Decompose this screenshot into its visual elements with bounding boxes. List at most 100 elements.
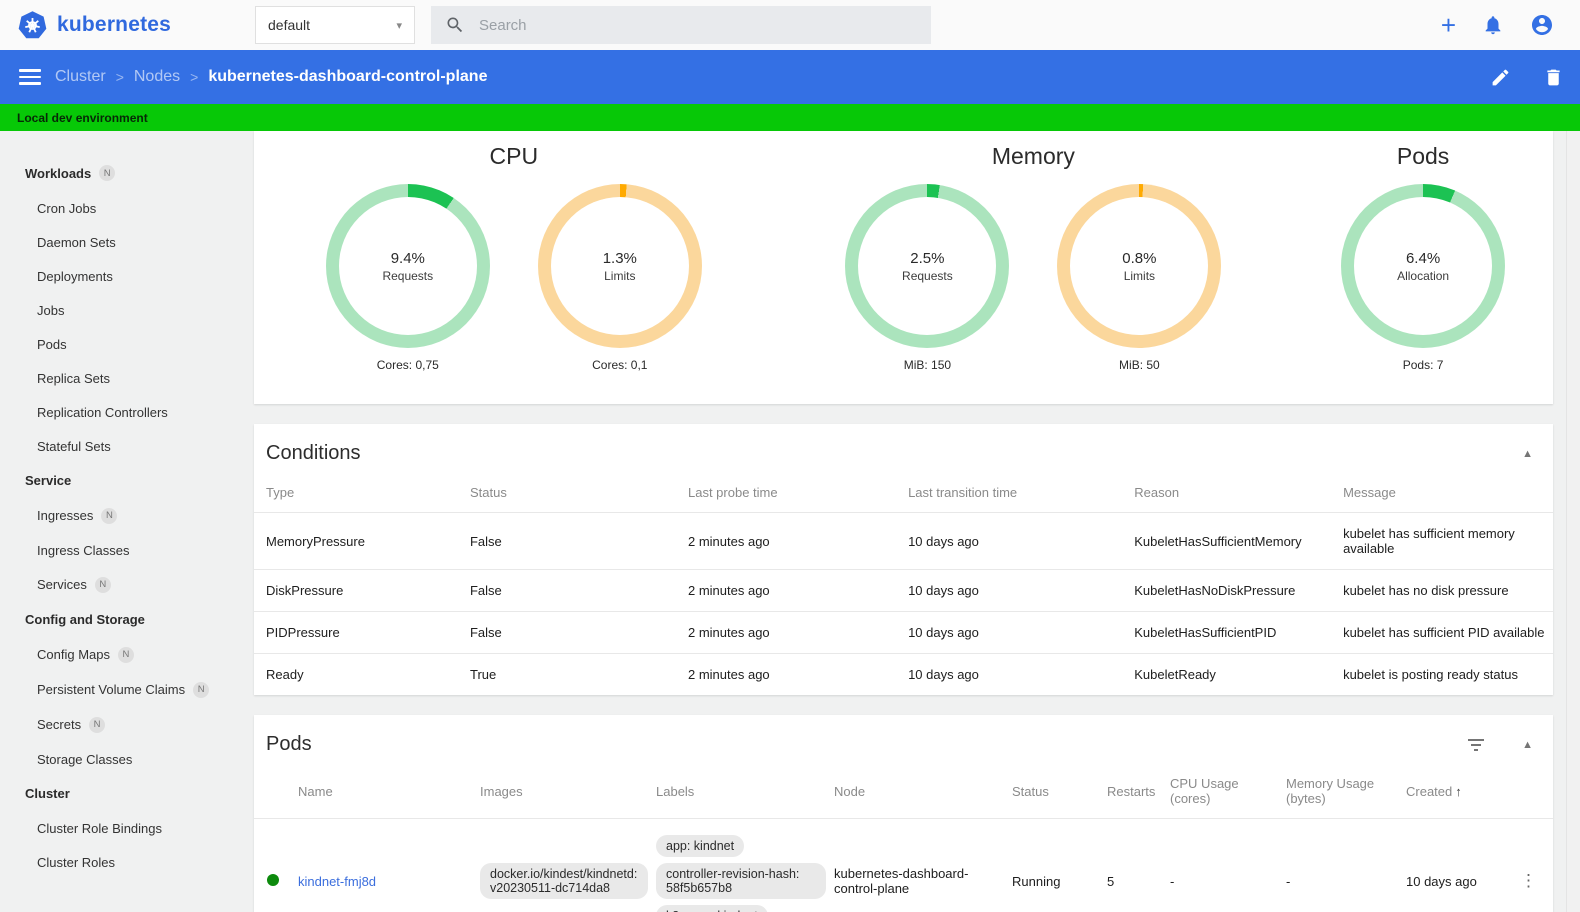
donut-chart: 2.5% Requests bbox=[845, 184, 1010, 348]
create-resource-icon[interactable]: + bbox=[1440, 10, 1456, 40]
brand[interactable]: kubernetes bbox=[0, 10, 240, 41]
delete-trash-icon[interactable] bbox=[1543, 67, 1564, 88]
collapse-arrow-icon[interactable]: ▲ bbox=[1522, 738, 1533, 751]
gauge-caption: Pods: 7 bbox=[1402, 358, 1444, 372]
sidebar-item-label: Daemon Sets bbox=[37, 234, 116, 250]
breadcrumb-link-nodes[interactable]: Nodes bbox=[133, 68, 181, 85]
sidebar-item-replication-controllers[interactable]: Replication Controllers bbox=[0, 395, 247, 429]
conditions-title: Conditions bbox=[266, 442, 361, 464]
sidebar-item-replica-sets[interactable]: Replica Sets bbox=[0, 361, 247, 395]
sidebar-item-secrets[interactable]: Secrets N bbox=[0, 707, 247, 742]
sidebar-item-ingress-classes[interactable]: Ingress Classes bbox=[0, 533, 247, 567]
pod-name-link[interactable]: kindnet-fmj8d bbox=[298, 873, 377, 889]
pods-column-cpu-usage-cores[interactable]: CPU Usage (cores) bbox=[1170, 776, 1239, 806]
sidebar-item-persistent-volume-claims[interactable]: Persistent Volume Claims N bbox=[0, 672, 247, 707]
sort-ascending-icon: ↑ bbox=[1455, 783, 1462, 799]
pods-column-restarts[interactable]: Restarts bbox=[1107, 783, 1156, 799]
condition-transition: 10 days ago bbox=[908, 533, 979, 549]
sidebar-item-cron-jobs[interactable]: Cron Jobs bbox=[0, 191, 247, 225]
image-chip: docker.io/kindest/kindnetd:v20230511-dc7… bbox=[480, 863, 648, 899]
sidebar-item-ingresses[interactable]: Ingresses N bbox=[0, 498, 247, 533]
pods-column-name[interactable]: Name bbox=[298, 783, 333, 799]
gauge-row: 2.5% Requests MiB: 150 0.8% Limits MiB: 50 bbox=[845, 184, 1222, 372]
user-account-icon[interactable] bbox=[1530, 13, 1554, 37]
gauge-percent: 1.3% bbox=[602, 249, 637, 267]
pods-column-status[interactable]: Status bbox=[1012, 783, 1049, 799]
condition-transition: 10 days ago bbox=[908, 667, 979, 682]
new-badge: N bbox=[94, 576, 111, 593]
filter-icon[interactable] bbox=[1468, 738, 1485, 751]
sidebar-section-service[interactable]: Service bbox=[0, 463, 247, 498]
condition-status: False bbox=[469, 625, 502, 640]
sidebar-item-label: Cron Jobs bbox=[37, 200, 97, 216]
donut-chart: 9.4% Requests bbox=[325, 184, 490, 348]
condition-reason: KubeletReady bbox=[1134, 667, 1216, 682]
condition-probe: 2 minutes ago bbox=[688, 583, 770, 598]
sidebar-section-workloads[interactable]: Workloads N bbox=[0, 155, 247, 191]
pod-status: Running bbox=[1012, 873, 1061, 889]
sidebar-item-cluster-roles[interactable]: Cluster Roles bbox=[0, 845, 247, 879]
notifications-bell-icon[interactable] bbox=[1482, 14, 1504, 36]
table-row: Ready True 2 minutes ago 10 days ago Kubelet… bbox=[254, 653, 1553, 696]
pods-column-labels[interactable]: Labels bbox=[656, 783, 695, 799]
pods-column-memory-usage-bytes[interactable]: Memory Usage (bytes) bbox=[1286, 776, 1375, 806]
gauge-cpu-requests: 9.4% Requests Cores: 0,75 bbox=[325, 184, 490, 372]
sidebar-item-cluster-role-bindings[interactable]: Cluster Role Bindings bbox=[0, 811, 247, 845]
condition-type: MemoryPressure bbox=[266, 533, 365, 549]
search-icon bbox=[447, 17, 463, 33]
sidebar-item-label: Storage Classes bbox=[37, 751, 133, 767]
sidebar-section-config-and-storage[interactable]: Config and Storage bbox=[0, 602, 247, 637]
sidebar-item-services[interactable]: Services N bbox=[0, 567, 247, 602]
sidebar-item-jobs[interactable]: Jobs bbox=[0, 293, 247, 327]
conditions-card: Conditions ▲ Type Status Last probe time La… bbox=[254, 424, 1553, 695]
pods-column-created[interactable]: Created ↑ bbox=[1406, 783, 1462, 799]
gauge-cpu-limits: 1.3% Limits Cores: 0,1 bbox=[537, 184, 702, 372]
donut-center: 6.4% Allocation bbox=[1354, 197, 1493, 335]
gauge-percent: 9.4% bbox=[390, 249, 425, 267]
pods-column-node[interactable]: Node bbox=[834, 783, 866, 799]
sidebar-item-label: Pods bbox=[37, 336, 67, 352]
search-bar bbox=[431, 6, 931, 44]
menu-hamburger-icon[interactable] bbox=[19, 69, 41, 85]
sidebar-section-cluster[interactable]: Cluster bbox=[0, 776, 247, 811]
sidebar-nav: Workloads N Cron Jobs Daemon Sets Deployment… bbox=[0, 131, 247, 912]
sidebar-item-storage-classes[interactable]: Storage Classes bbox=[0, 742, 247, 776]
scrollbar[interactable] bbox=[1566, 131, 1580, 912]
sidebar-item-label: Cluster Role Bindings bbox=[37, 820, 163, 836]
sidebar-item-pods[interactable]: Pods bbox=[0, 327, 247, 361]
sidebar-item-daemon-sets[interactable]: Daemon Sets bbox=[0, 225, 247, 259]
pods-card: Pods ▲ Name Images Labels Node Status Restart… bbox=[254, 715, 1553, 912]
sidebar-item-label: Ingresses bbox=[37, 508, 94, 523]
sidebar-item-label: Persistent Volume Claims bbox=[37, 682, 186, 697]
donut-center: 0.8% Limits bbox=[1070, 197, 1209, 335]
new-badge: N bbox=[99, 165, 116, 181]
search-input[interactable] bbox=[479, 16, 917, 34]
condition-message: kubelet is posting ready status bbox=[1343, 667, 1518, 682]
top-bar: kubernetes default ▾ + bbox=[0, 0, 1580, 50]
donut-chart: 0.8% Limits bbox=[1057, 184, 1222, 348]
condition-type: PIDPressure bbox=[266, 625, 340, 640]
gauge-label: Limits bbox=[604, 268, 636, 283]
pod-memory-usage: - bbox=[1286, 873, 1291, 889]
pods-column-images[interactable]: Images bbox=[480, 783, 523, 799]
conditions-column-type: Type bbox=[266, 485, 295, 500]
conditions-column-message: Message bbox=[1343, 485, 1396, 500]
pods-table: Name Images Labels Node Status Restarts CPU Us… bbox=[254, 766, 1553, 912]
table-row: kindnet-fmj8d docker.io/kindest/kindnetd:… bbox=[254, 818, 1553, 912]
sidebar-item-deployments[interactable]: Deployments bbox=[0, 259, 247, 293]
row-menu-icon[interactable]: ⋮ bbox=[1520, 871, 1538, 890]
pod-cpu-usage: - bbox=[1170, 873, 1175, 889]
chart-title: CPU bbox=[489, 143, 539, 169]
pods-column-status-icon bbox=[254, 766, 298, 819]
collapse-arrow-icon[interactable]: ▲ bbox=[1522, 447, 1533, 460]
sidebar-item-stateful-sets[interactable]: Stateful Sets bbox=[0, 429, 247, 463]
sidebar-item-config-maps[interactable]: Config Maps N bbox=[0, 637, 247, 672]
gauge-label: Limits bbox=[1123, 268, 1156, 283]
conditions-table: Type Status Last probe time Last transition… bbox=[254, 475, 1553, 695]
breadcrumb-link-cluster[interactable]: Cluster bbox=[55, 68, 106, 85]
pod-images-cell: docker.io/kindest/kindnetd:v20230511-dc7… bbox=[480, 819, 656, 912]
condition-message: kubelet has sufficient PID available bbox=[1343, 625, 1545, 640]
namespace-selector[interactable]: default ▾ bbox=[255, 6, 415, 44]
edit-pencil-icon[interactable] bbox=[1490, 67, 1511, 88]
chart-group-pods: Pods 6.4% Allocation Pods: 7 bbox=[1293, 143, 1553, 404]
